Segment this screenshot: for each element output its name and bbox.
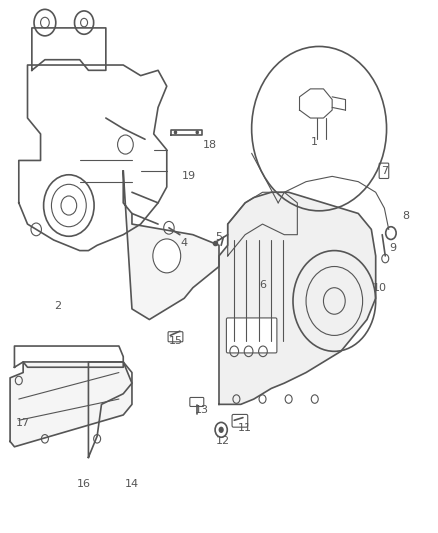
- Text: 12: 12: [216, 437, 230, 447]
- Polygon shape: [10, 362, 132, 447]
- FancyBboxPatch shape: [379, 163, 389, 179]
- Text: 9: 9: [389, 243, 397, 253]
- Text: 8: 8: [403, 211, 410, 221]
- Text: 16: 16: [77, 479, 91, 489]
- Circle shape: [219, 426, 224, 433]
- Text: 1: 1: [311, 137, 318, 147]
- Polygon shape: [219, 192, 376, 405]
- Text: 15: 15: [169, 336, 183, 346]
- Polygon shape: [123, 171, 219, 319]
- Text: 4: 4: [180, 238, 188, 248]
- Text: 17: 17: [16, 418, 30, 428]
- FancyBboxPatch shape: [190, 398, 204, 407]
- Text: 18: 18: [203, 140, 217, 150]
- FancyBboxPatch shape: [232, 415, 248, 427]
- Circle shape: [174, 130, 177, 134]
- Text: 19: 19: [181, 172, 196, 181]
- FancyBboxPatch shape: [226, 318, 277, 353]
- Text: 6: 6: [259, 280, 266, 290]
- Text: 7: 7: [381, 166, 388, 176]
- Circle shape: [195, 130, 199, 134]
- Circle shape: [386, 227, 396, 239]
- Text: 5: 5: [215, 232, 223, 243]
- FancyBboxPatch shape: [168, 332, 183, 342]
- Circle shape: [382, 254, 389, 263]
- Text: 13: 13: [194, 405, 208, 415]
- Text: 14: 14: [125, 479, 139, 489]
- Circle shape: [164, 221, 174, 234]
- Text: 10: 10: [373, 282, 387, 293]
- Circle shape: [153, 239, 181, 273]
- Text: 2: 2: [54, 301, 61, 311]
- Text: 11: 11: [238, 423, 252, 433]
